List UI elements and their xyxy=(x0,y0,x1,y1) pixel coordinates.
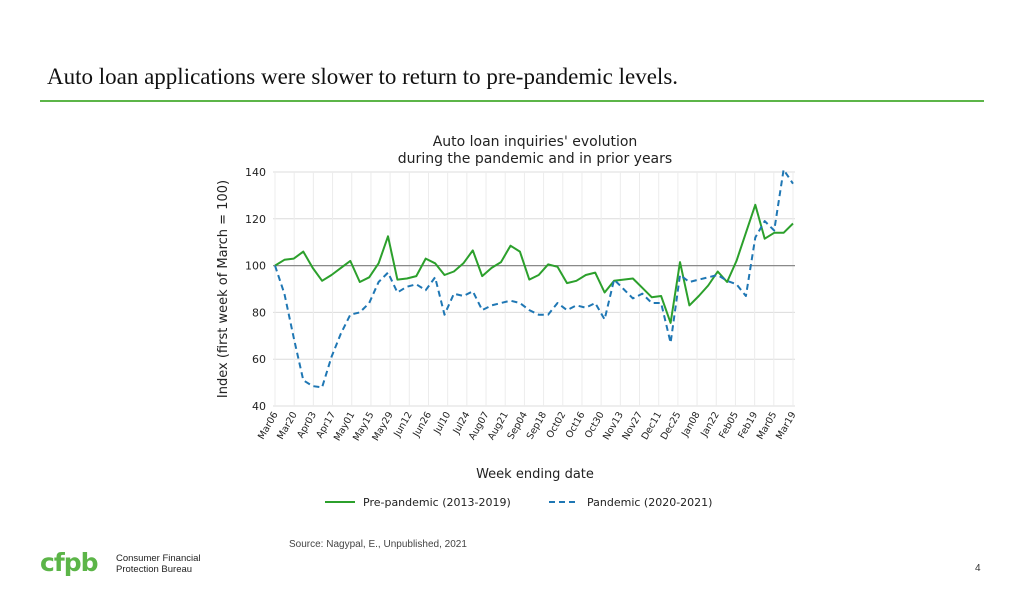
grid xyxy=(273,171,795,407)
series-line-pandemic xyxy=(274,168,794,389)
y-tick-label: 120 xyxy=(245,213,266,226)
y-tick-label: 80 xyxy=(252,306,266,319)
y-axis: 40 60 80 100 120 140 xyxy=(245,166,266,413)
x-axis: Mar06Mar20Apr03Apr17May01May15May29Jun12… xyxy=(256,410,799,443)
series-line-pre-pandemic xyxy=(274,203,794,324)
x-tick-label: Jan08 xyxy=(679,410,702,440)
x-tick-label: Jun12 xyxy=(391,410,414,440)
x-axis-label: Week ending date xyxy=(476,467,594,482)
y-axis-label: Index (first week of March = 100) xyxy=(216,180,231,398)
cfpb-logo-mark: cfpb xyxy=(40,548,98,577)
legend: Pre-pandemic (2013-2019) Pandemic (2020-… xyxy=(325,496,712,509)
title-divider xyxy=(40,100,984,102)
source-note: Source: Nagypal, E., Unpublished, 2021 xyxy=(289,539,467,550)
line-chart: 40 60 80 100 120 140 Mar06Mar20Apr03Apr17May0… xyxy=(216,134,799,509)
legend-label-pandemic: Pandemic (2020-2021) xyxy=(587,496,712,509)
y-tick-label: 100 xyxy=(245,260,266,273)
series-group xyxy=(274,168,794,389)
page-number: 4 xyxy=(975,563,981,574)
logo-text-line1: Consumer Financial xyxy=(116,553,200,564)
y-tick-label: 140 xyxy=(245,166,266,179)
logo-text-line2: Protection Bureau xyxy=(116,564,192,575)
plot-area xyxy=(273,172,795,406)
x-tick-label: Jun26 xyxy=(411,410,434,440)
legend-label-pre-pandemic: Pre-pandemic (2013-2019) xyxy=(363,496,511,509)
slide-title: Auto loan applications were slower to re… xyxy=(47,64,679,89)
chart-title-line2: during the pandemic and in prior years xyxy=(398,151,672,167)
cfpb-logo: cfpb Consumer Financial Protection Burea… xyxy=(40,548,200,577)
y-tick-label: 40 xyxy=(252,400,266,413)
y-tick-label: 60 xyxy=(252,353,266,366)
chart-title-line1: Auto loan inquiries' evolution xyxy=(433,134,638,150)
x-tick-label: Jul10 xyxy=(431,410,453,437)
